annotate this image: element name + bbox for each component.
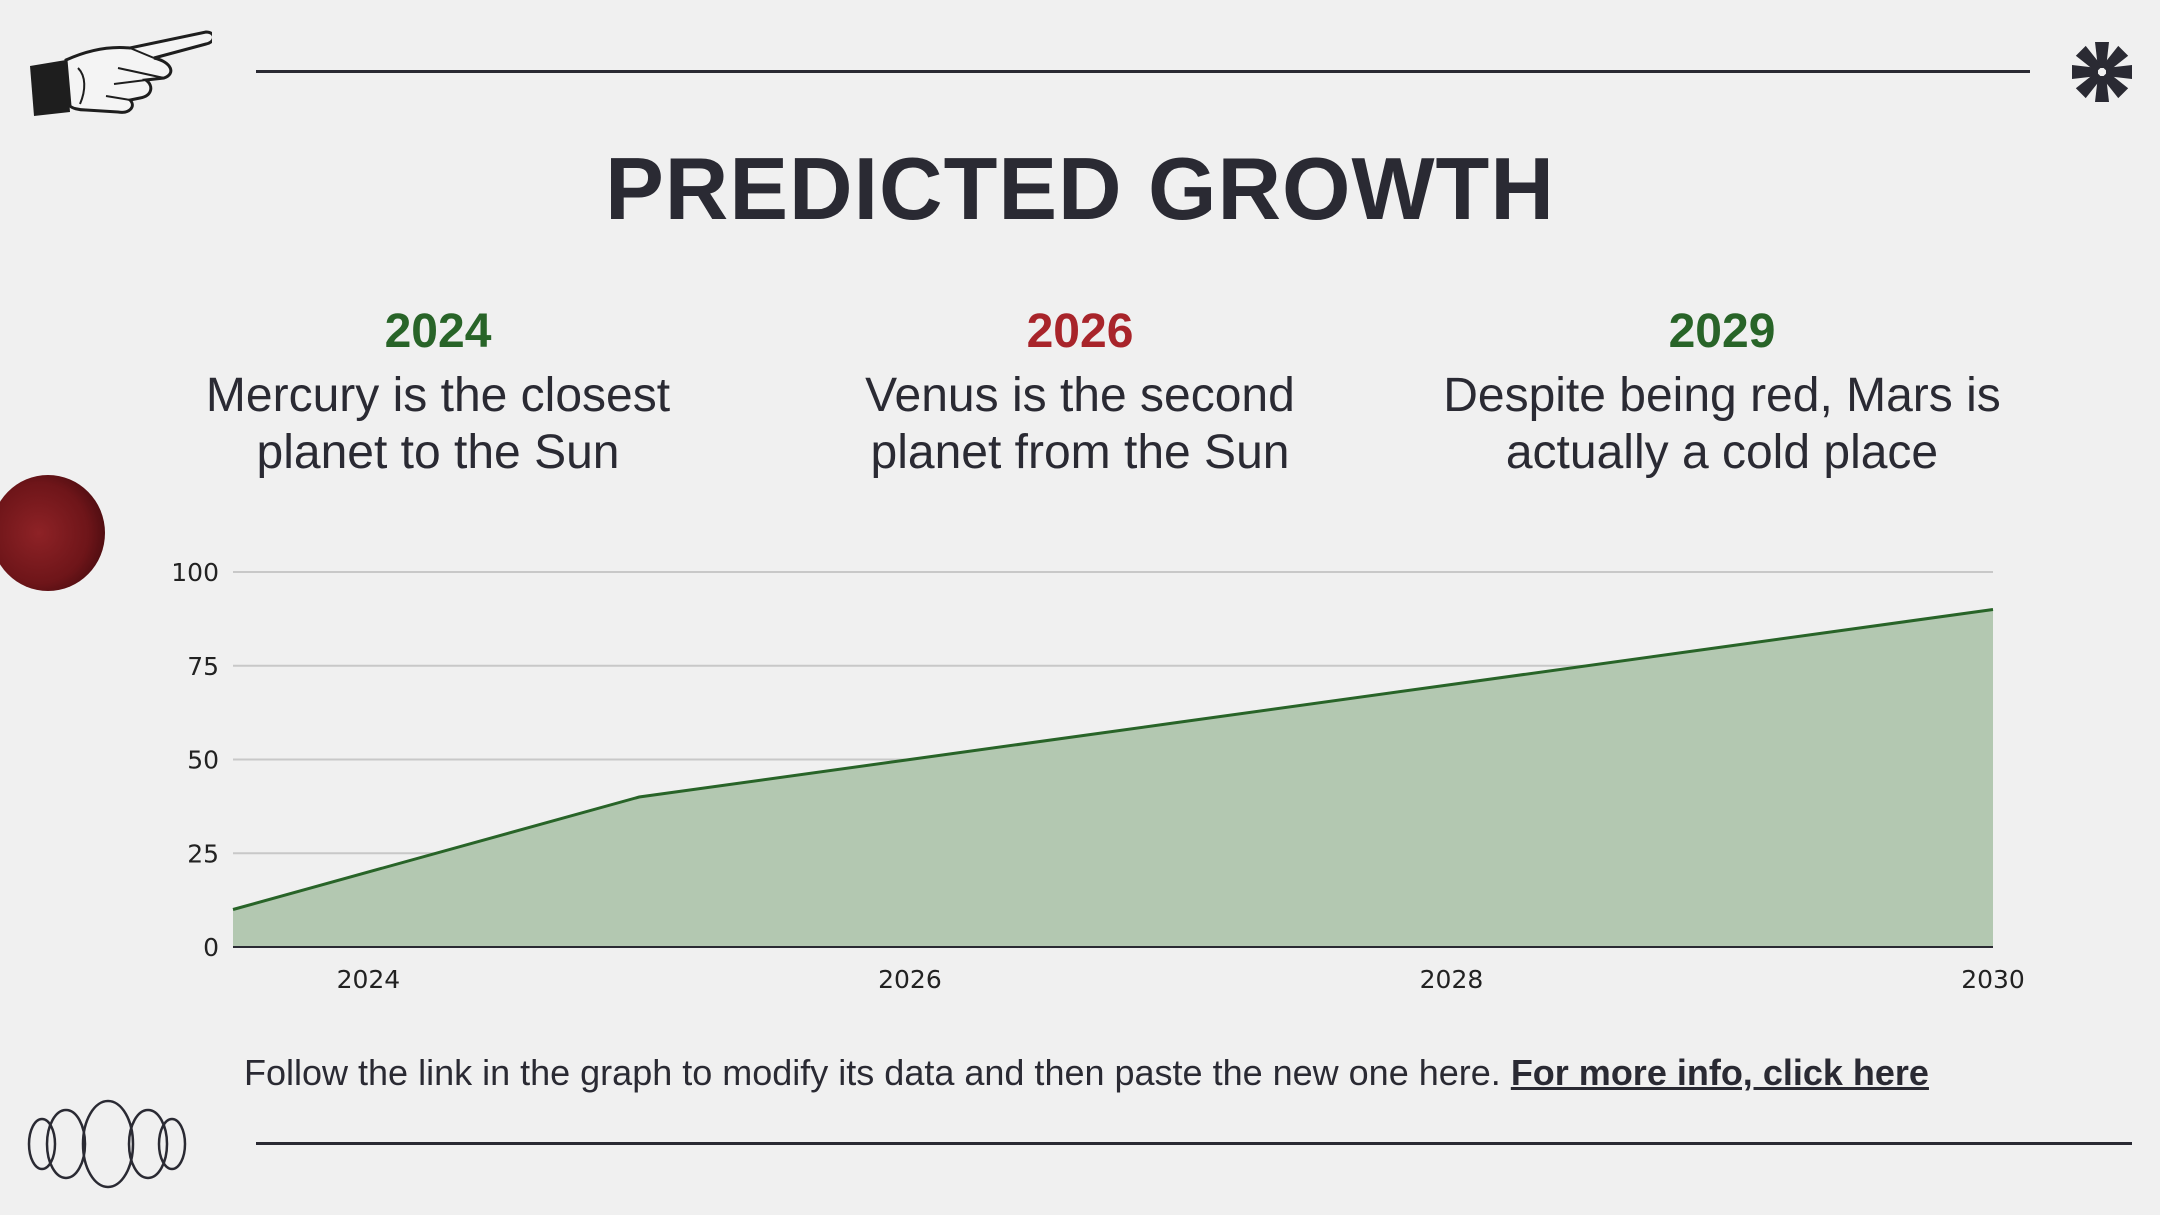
y-tick-label: 25 — [187, 839, 219, 868]
milestone-year: 2029 — [1668, 305, 1776, 358]
y-tick-label: 0 — [203, 933, 219, 962]
asterisk-icon — [2072, 42, 2132, 102]
ellipse-rings-icon — [27, 1099, 187, 1189]
growth-area-chart[interactable]: 0 25 50 75 100 2024 2026 2028 2030 — [0, 540, 2160, 1000]
y-tick-label: 50 — [187, 746, 219, 775]
milestone-year: 2026 — [1026, 305, 1134, 358]
more-info-link[interactable]: For more info, click here — [1510, 1052, 1929, 1093]
pointing-hand-icon — [30, 30, 212, 116]
footer-text: Follow the link in the graph to modify i… — [244, 1052, 1501, 1093]
footer: Follow the link in the graph to modify i… — [244, 1052, 1929, 1094]
milestone-year: 2024 — [384, 305, 492, 358]
x-tick-label: 2030 — [1961, 965, 2025, 994]
x-tick-label: 2028 — [1420, 965, 1484, 994]
x-tick-label: 2026 — [878, 965, 942, 994]
milestone-text: Mercury is the closest planet to the Sun — [205, 369, 671, 479]
area-fill — [233, 609, 1993, 947]
milestone-column: 2029 Despite being red, Mars is actually… — [1442, 302, 2002, 481]
milestone-column: 2024 Mercury is the closest planet to th… — [158, 302, 718, 481]
milestone-column: 2026 Venus is the second planet from the… — [800, 302, 1360, 481]
page-title: PREDICTED GROWTH — [605, 139, 1555, 238]
y-tick-label: 75 — [187, 652, 219, 681]
bottom-divider — [256, 1142, 2132, 1145]
top-divider — [256, 70, 2030, 73]
y-tick-label: 100 — [171, 558, 219, 587]
milestone-text: Venus is the second planet from the Sun — [865, 369, 1295, 479]
red-planet-icon — [0, 475, 105, 591]
milestone-text: Despite being red, Mars is actually a co… — [1443, 369, 2001, 479]
x-tick-label: 2024 — [337, 965, 401, 994]
series-line — [232, 608, 1994, 911]
